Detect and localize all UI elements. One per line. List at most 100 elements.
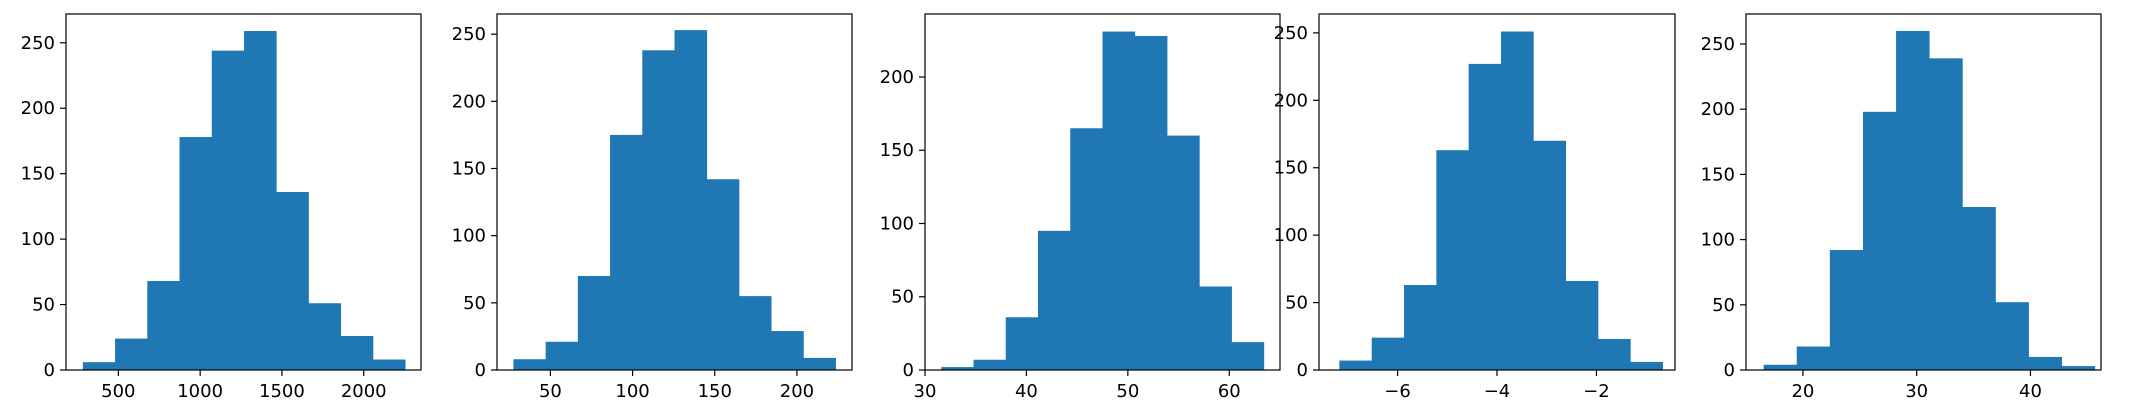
y-tick-label: 100 bbox=[1274, 225, 1308, 246]
y-tick-label: 50 bbox=[1712, 295, 1735, 316]
y-tick-label: 100 bbox=[1701, 230, 1735, 251]
y-tick-label: 50 bbox=[891, 287, 914, 308]
histogram-bar bbox=[1339, 360, 1373, 370]
histogram-bar bbox=[1533, 140, 1567, 370]
histogram-panel-2: 50 100 150 200 0 50 100 150 200 250 bbox=[452, 13, 853, 402]
histogram-bar bbox=[147, 281, 180, 370]
histogram-bar bbox=[1468, 63, 1502, 370]
y-tick-label: 0 bbox=[475, 360, 486, 381]
x-tick-label: 1000 bbox=[177, 381, 223, 402]
x-tick-label: 30 bbox=[1905, 381, 1928, 402]
histogram-bar bbox=[308, 303, 342, 370]
histogram-bar bbox=[115, 338, 148, 370]
x-tick-label: 500 bbox=[101, 381, 135, 402]
histogram-bar bbox=[803, 357, 836, 370]
x-tick-label: 2000 bbox=[341, 381, 387, 402]
histogram-bar bbox=[82, 362, 116, 370]
y-tick-label: 200 bbox=[1701, 99, 1735, 120]
histogram-bar bbox=[1005, 317, 1039, 370]
histogram-bar bbox=[1167, 135, 1200, 370]
histogram-bar bbox=[1404, 285, 1437, 370]
histogram-bar bbox=[1896, 30, 1930, 370]
histogram-bar bbox=[1565, 281, 1599, 370]
y-tick-label: 250 bbox=[1274, 23, 1308, 44]
y-tick-label: 250 bbox=[452, 24, 486, 45]
histogram-bar bbox=[1371, 337, 1405, 370]
y-tick-label: 150 bbox=[880, 140, 914, 161]
histogram-bar bbox=[1199, 286, 1232, 370]
y-tick-label: 200 bbox=[1274, 90, 1308, 111]
histogram-bar bbox=[513, 359, 547, 370]
histogram-bar bbox=[545, 341, 579, 370]
histogram-bar bbox=[738, 296, 772, 370]
histogram-bar bbox=[1037, 230, 1071, 370]
x-tick-label: 50 bbox=[539, 381, 562, 402]
histogram-bar bbox=[1862, 111, 1897, 371]
histogram-bar bbox=[1436, 150, 1470, 370]
histogram-bar bbox=[1630, 361, 1663, 370]
histogram-bar bbox=[372, 359, 406, 370]
histogram-bar bbox=[1796, 346, 1831, 370]
x-tick-label: 60 bbox=[1218, 381, 1241, 402]
histogram-bar bbox=[1102, 31, 1136, 371]
x-tick-label: 200 bbox=[780, 381, 814, 402]
axes-frame bbox=[924, 13, 1281, 371]
histogram-bar bbox=[2028, 356, 2063, 370]
histogram-panel-3: 30 40 50 60 0 50 100 150 200 bbox=[880, 13, 1281, 402]
y-tick-label: 200 bbox=[21, 98, 55, 119]
y-tick-label: 150 bbox=[1274, 158, 1308, 179]
histogram-bar bbox=[577, 275, 611, 370]
histogram-bar bbox=[1962, 207, 1996, 370]
x-tick-label: 100 bbox=[615, 381, 649, 402]
histogram-bar bbox=[340, 335, 374, 370]
y-tick-label: 200 bbox=[880, 67, 914, 88]
histogram-bar bbox=[1763, 364, 1798, 370]
histogram-bar bbox=[973, 359, 1007, 370]
y-tick-label: 250 bbox=[1701, 34, 1735, 55]
x-tick-label: 40 bbox=[2019, 381, 2042, 402]
histogram-bar bbox=[1070, 128, 1103, 370]
x-tick-label: 20 bbox=[1791, 381, 1814, 402]
x-tick-label: −2 bbox=[1583, 381, 1610, 402]
histogram-panel-4: −6 −4 −2 0 50 100 150 200 250 bbox=[1274, 13, 1676, 402]
axes-frame bbox=[65, 13, 422, 371]
axes-frame bbox=[496, 13, 853, 371]
y-tick-label: 50 bbox=[463, 293, 486, 314]
histogram-bar bbox=[1597, 338, 1631, 370]
x-tick-label: 50 bbox=[1116, 381, 1139, 402]
histogram-bar bbox=[642, 50, 675, 371]
y-tick-label: 100 bbox=[452, 226, 486, 247]
y-tick-label: 0 bbox=[1724, 360, 1735, 381]
histogram-bar bbox=[610, 134, 643, 370]
y-tick-label: 150 bbox=[452, 158, 486, 179]
histogram-bar bbox=[1134, 35, 1168, 370]
histogram-bar bbox=[941, 367, 974, 370]
x-tick-label: 150 bbox=[698, 381, 732, 402]
y-tick-label: 50 bbox=[32, 295, 55, 316]
histogram-bar bbox=[1995, 302, 2029, 370]
y-tick-label: 100 bbox=[21, 229, 55, 250]
histogram-bar bbox=[1829, 250, 1864, 370]
y-tick-label: 200 bbox=[452, 91, 486, 112]
histogram-bar bbox=[771, 331, 804, 370]
y-tick-label: 250 bbox=[21, 33, 55, 54]
histogram-bar bbox=[179, 137, 213, 370]
x-tick-label: −6 bbox=[1384, 381, 1411, 402]
axes-frame bbox=[1745, 13, 2102, 371]
histogram-bar bbox=[1231, 342, 1265, 370]
x-tick-label: 30 bbox=[914, 381, 937, 402]
histogram-bar bbox=[243, 31, 277, 370]
histogram-panel-1: 500 1000 1500 2000 0 50 100 150 200 250 bbox=[21, 13, 422, 402]
y-tick-label: 0 bbox=[903, 360, 914, 381]
histogram-bar bbox=[211, 50, 245, 371]
histogram-bar bbox=[276, 192, 309, 370]
x-tick-label: 40 bbox=[1015, 381, 1038, 402]
histogram-bar bbox=[1500, 31, 1534, 371]
histogram-panel-5: 20 30 40 0 50 100 150 200 250 bbox=[1701, 13, 2102, 402]
y-tick-label: 150 bbox=[1701, 164, 1735, 185]
y-tick-label: 50 bbox=[1285, 293, 1308, 314]
histogram-bar bbox=[706, 179, 740, 370]
y-tick-label: 0 bbox=[1297, 360, 1308, 381]
y-tick-label: 100 bbox=[880, 213, 914, 234]
